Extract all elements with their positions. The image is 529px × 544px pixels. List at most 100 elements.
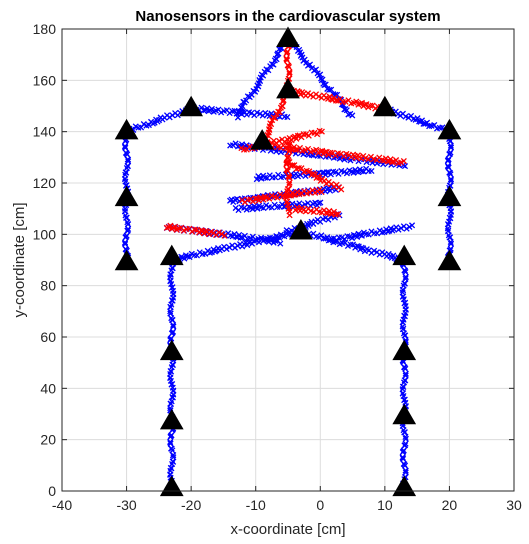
data-point bbox=[250, 87, 257, 94]
y-tick-label: 120 bbox=[33, 175, 57, 191]
data-point bbox=[276, 46, 283, 53]
data-point bbox=[349, 241, 357, 248]
data-point bbox=[322, 209, 330, 216]
data-point bbox=[447, 176, 455, 183]
data-point bbox=[400, 157, 407, 165]
y-tick-label: 0 bbox=[48, 483, 56, 499]
data-point bbox=[363, 101, 370, 108]
data-point bbox=[402, 370, 409, 377]
data-point bbox=[286, 212, 293, 219]
data-point bbox=[402, 372, 409, 379]
data-point bbox=[400, 364, 408, 371]
data-point bbox=[286, 141, 293, 148]
triangle-marker bbox=[114, 185, 139, 207]
marker-layer bbox=[114, 26, 462, 497]
data-point bbox=[254, 82, 261, 89]
x-axis-title: x-coordinate [cm] bbox=[230, 521, 345, 538]
data-point bbox=[328, 86, 335, 93]
data-point bbox=[318, 189, 325, 196]
triangle-marker bbox=[437, 185, 462, 207]
data-point bbox=[167, 438, 174, 445]
data-point bbox=[402, 435, 409, 442]
data-point bbox=[260, 196, 267, 203]
data-point bbox=[204, 105, 211, 112]
data-point bbox=[121, 143, 129, 150]
data-point bbox=[338, 186, 345, 193]
data-point bbox=[358, 232, 365, 239]
data-point bbox=[257, 194, 264, 201]
data-point bbox=[354, 233, 361, 241]
data-point bbox=[286, 148, 293, 155]
data-point bbox=[402, 433, 409, 440]
data-point bbox=[447, 144, 454, 151]
data-point bbox=[401, 280, 409, 287]
data-point bbox=[218, 109, 225, 116]
data-point bbox=[123, 169, 130, 176]
data-point bbox=[327, 210, 334, 217]
data-point bbox=[277, 104, 285, 111]
data-point bbox=[447, 234, 454, 241]
data-point bbox=[281, 233, 288, 240]
data-point bbox=[122, 246, 129, 253]
data-point bbox=[446, 151, 453, 158]
data-point bbox=[169, 328, 177, 335]
data-point bbox=[276, 109, 283, 116]
data-point bbox=[256, 110, 264, 117]
data-point bbox=[168, 315, 175, 322]
data-point bbox=[358, 168, 365, 175]
data-point bbox=[358, 99, 366, 106]
data-point bbox=[447, 171, 454, 178]
data-point bbox=[384, 158, 391, 165]
data-point bbox=[186, 253, 193, 261]
y-tick-label: 100 bbox=[33, 226, 57, 242]
triangle-marker bbox=[392, 339, 417, 361]
data-point bbox=[284, 57, 291, 64]
data-point bbox=[444, 157, 451, 164]
data-point bbox=[328, 96, 335, 103]
plot-frame bbox=[61, 28, 515, 492]
data-point bbox=[208, 105, 215, 112]
data-point bbox=[284, 114, 291, 121]
data-point bbox=[124, 219, 131, 226]
data-point bbox=[276, 137, 283, 145]
triangle-marker bbox=[392, 403, 417, 425]
data-point bbox=[244, 93, 251, 100]
data-point bbox=[325, 237, 332, 244]
x-tick-label: -30 bbox=[116, 497, 136, 513]
data-point bbox=[379, 229, 386, 236]
y-tick-label: 140 bbox=[33, 124, 57, 140]
data-point bbox=[349, 112, 356, 119]
data-point bbox=[145, 122, 152, 129]
data-point bbox=[324, 169, 331, 176]
data-point bbox=[167, 440, 174, 447]
data-point bbox=[399, 454, 406, 461]
data-point bbox=[447, 142, 454, 149]
data-point bbox=[246, 235, 254, 242]
data-point bbox=[402, 440, 409, 447]
y-tick-label: 40 bbox=[40, 380, 56, 396]
data-point bbox=[200, 107, 207, 114]
triangle-marker bbox=[276, 77, 300, 99]
data-point bbox=[253, 176, 260, 183]
data-point bbox=[402, 442, 409, 449]
y-tick-label: 160 bbox=[33, 72, 57, 88]
data-point bbox=[367, 102, 374, 109]
data-point bbox=[447, 238, 454, 246]
y-tick-label: 20 bbox=[40, 432, 56, 448]
y-tick-label: 60 bbox=[40, 329, 56, 345]
data-point bbox=[234, 114, 242, 121]
data-point bbox=[319, 169, 326, 176]
x-tick-label: 20 bbox=[442, 497, 458, 513]
x-tick-label: -20 bbox=[181, 497, 201, 513]
triangle-marker bbox=[372, 95, 397, 117]
data-point bbox=[291, 162, 298, 169]
data-point bbox=[286, 70, 293, 77]
triangle-marker bbox=[437, 249, 462, 271]
data-point bbox=[168, 445, 175, 452]
y-tick-label: 180 bbox=[33, 21, 57, 37]
data-point bbox=[124, 156, 131, 163]
data-point bbox=[226, 244, 233, 251]
data-point bbox=[284, 154, 291, 161]
triangle-marker bbox=[289, 218, 313, 240]
